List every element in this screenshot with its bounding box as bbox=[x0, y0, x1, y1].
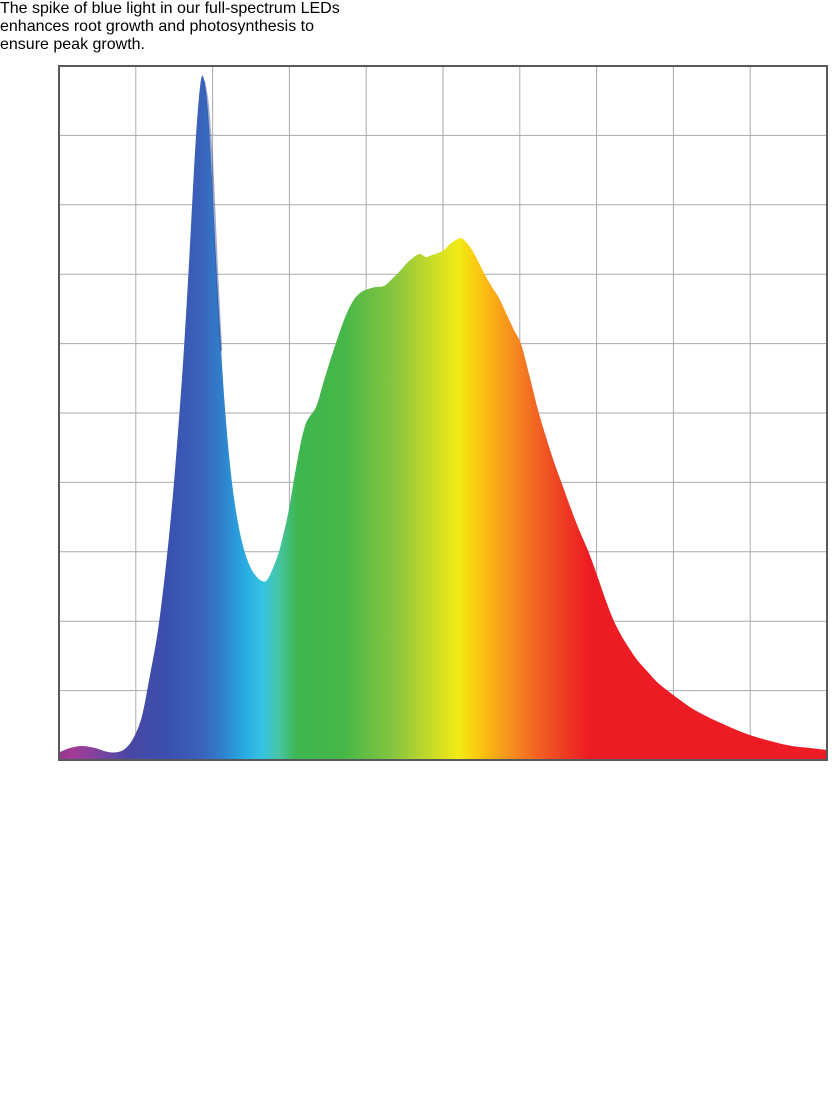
caption-line-3: ensure peak growth. bbox=[0, 36, 145, 53]
spectrum-plot bbox=[58, 65, 828, 761]
spectrum-chart bbox=[58, 65, 828, 761]
caption-line-2: enhances root growth and photosynthesis … bbox=[0, 18, 314, 35]
caption-line-1: The spike of blue light in our full-spec… bbox=[0, 0, 340, 17]
